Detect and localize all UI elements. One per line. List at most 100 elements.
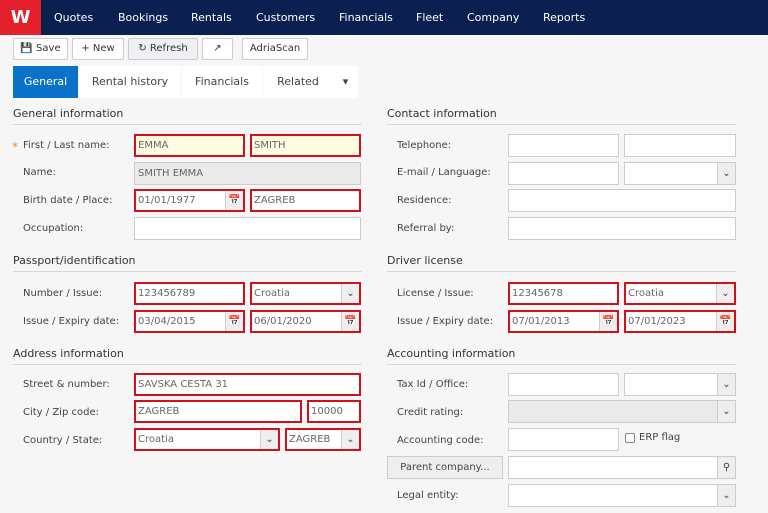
- save-label: Save: [36, 43, 61, 54]
- email-label: E-mail / Language:: [397, 167, 491, 178]
- accounting-code-label: Accounting code:: [397, 435, 484, 446]
- birth-label: Birth date / Place:: [23, 195, 113, 206]
- license-issue-date-input[interactable]: 07/01/2013 📅: [508, 310, 619, 333]
- city-input[interactable]: ZAGREB: [134, 400, 302, 423]
- chevron-down-icon: ⌄: [716, 284, 734, 303]
- occupation-label: Occupation:: [23, 223, 84, 234]
- section-driver-title: Driver license: [387, 254, 736, 272]
- tabs-more-dropdown[interactable]: ▾: [333, 66, 358, 98]
- legal-entity-label: Legal entity:: [397, 490, 459, 501]
- parent-company-input[interactable]: ⚲: [508, 456, 736, 479]
- license-expiry-date-value: 07/01/2023: [628, 316, 686, 327]
- refresh-icon: ↻: [138, 43, 147, 54]
- residence-label: Residence:: [397, 195, 452, 206]
- license-dates-label: Issue / Expiry date:: [397, 316, 494, 327]
- chevron-down-icon: ⌄: [717, 163, 735, 184]
- country-select[interactable]: Croatia ⌄: [134, 428, 280, 451]
- telephone-input[interactable]: [508, 134, 619, 157]
- nav-rentals[interactable]: Rentals: [191, 11, 232, 24]
- logo[interactable]: W: [0, 0, 41, 35]
- passport-issue-value: Croatia: [254, 288, 290, 299]
- chevron-down-icon: ⌄: [341, 284, 359, 303]
- full-name-field: SMITH EMMA: [134, 162, 361, 185]
- erp-flag-checkbox[interactable]: [625, 433, 635, 443]
- adriascan-button[interactable]: AdriaScan: [242, 38, 308, 60]
- calendar-icon[interactable]: 📅: [716, 312, 734, 331]
- legal-entity-select[interactable]: ⌄: [508, 484, 736, 507]
- street-input[interactable]: SAVSKA CESTA 31: [134, 373, 361, 396]
- search-icon[interactable]: ⚲: [717, 457, 735, 478]
- license-issue-select[interactable]: Croatia ⌄: [624, 282, 736, 305]
- credit-rating-select[interactable]: ⌄: [508, 400, 736, 423]
- plus-icon: +: [81, 43, 90, 54]
- birth-date-input[interactable]: 01/01/1977 📅: [134, 189, 245, 212]
- birth-date-value: 01/01/1977: [138, 195, 196, 206]
- chevron-down-icon: ⌄: [717, 374, 735, 395]
- language-select[interactable]: ⌄: [624, 162, 736, 185]
- passport-issue-date-value: 03/04/2015: [138, 316, 196, 327]
- calendar-icon[interactable]: 📅: [599, 312, 617, 331]
- passport-number-input[interactable]: 123456789: [134, 282, 245, 305]
- tab-related[interactable]: Related: [263, 66, 333, 98]
- share-icon: ↗: [213, 43, 222, 54]
- nav-bookings[interactable]: Bookings: [118, 11, 169, 24]
- last-name-input[interactable]: SMITH: [250, 134, 361, 157]
- tab-financials[interactable]: Financials: [182, 66, 262, 98]
- tax-id-input[interactable]: [508, 373, 619, 396]
- country-value: Croatia: [138, 434, 174, 445]
- erp-flag-label: ERP flag: [639, 432, 681, 443]
- tab-general[interactable]: General: [13, 66, 78, 98]
- calendar-icon[interactable]: 📅: [225, 191, 243, 210]
- share-button[interactable]: ↗: [202, 38, 233, 60]
- chevron-down-icon: ⌄: [717, 401, 735, 422]
- passport-number-label: Number / Issue:: [23, 288, 103, 299]
- passport-issue-date-input[interactable]: 03/04/2015 📅: [134, 310, 245, 333]
- nav-fleet[interactable]: Fleet: [416, 11, 444, 24]
- chevron-down-icon: ⌄: [341, 430, 359, 449]
- calendar-icon[interactable]: 📅: [341, 312, 359, 331]
- caret-down-icon: ▾: [342, 75, 349, 88]
- top-nav: W Quotes Bookings Rentals Customers Fina…: [0, 0, 768, 35]
- referral-label: Referral by:: [397, 223, 455, 234]
- tab-rental-history[interactable]: Rental history: [79, 66, 181, 98]
- nav-customers[interactable]: Customers: [256, 11, 316, 24]
- save-icon: 💾: [20, 43, 33, 54]
- first-name-input[interactable]: EMMA: [134, 134, 245, 157]
- referral-input[interactable]: [508, 217, 736, 240]
- passport-issue-select[interactable]: Croatia ⌄: [250, 282, 361, 305]
- telephone2-input[interactable]: [624, 134, 736, 157]
- tax-office-select[interactable]: ⌄: [624, 373, 736, 396]
- birth-place-input[interactable]: ZAGREB: [250, 189, 361, 212]
- required-icon: *: [12, 140, 18, 154]
- occupation-input[interactable]: [134, 217, 361, 240]
- chevron-down-icon: ⌄: [260, 430, 278, 449]
- accounting-code-input[interactable]: [508, 428, 619, 451]
- zip-input[interactable]: 10000: [307, 400, 361, 423]
- calendar-icon[interactable]: 📅: [225, 312, 243, 331]
- tax-label: Tax Id / Office:: [397, 379, 469, 390]
- license-input[interactable]: 12345678: [508, 282, 619, 305]
- first-last-label: First / Last name:: [23, 140, 110, 151]
- section-contact-title: Contact information: [387, 107, 736, 125]
- nav-company[interactable]: Company: [467, 11, 520, 24]
- license-issue-date-value: 07/01/2013: [512, 316, 570, 327]
- new-button[interactable]: + New: [72, 38, 124, 60]
- nav-financials[interactable]: Financials: [339, 11, 393, 24]
- state-select[interactable]: ZAGREB ⌄: [285, 428, 361, 451]
- refresh-button[interactable]: ↻ Refresh: [128, 38, 198, 60]
- residence-input[interactable]: [508, 189, 736, 212]
- email-input[interactable]: [508, 162, 619, 185]
- name-label: Name:: [23, 167, 56, 178]
- state-value: ZAGREB: [289, 434, 331, 445]
- chevron-down-icon: ⌄: [717, 485, 735, 506]
- passport-expiry-date-input[interactable]: 06/01/2020 📅: [250, 310, 361, 333]
- license-expiry-date-input[interactable]: 07/01/2023 📅: [624, 310, 736, 333]
- parent-company-button[interactable]: Parent company...: [387, 456, 503, 479]
- nav-quotes[interactable]: Quotes: [54, 11, 94, 24]
- passport-expiry-date-value: 06/01/2020: [254, 316, 312, 327]
- save-button[interactable]: 💾 Save: [13, 38, 68, 60]
- passport-dates-label: Issue / Expiry date:: [23, 316, 120, 327]
- nav-reports[interactable]: Reports: [543, 11, 586, 24]
- credit-label: Credit rating:: [397, 407, 464, 418]
- section-passport-title: Passport/identification: [13, 254, 362, 272]
